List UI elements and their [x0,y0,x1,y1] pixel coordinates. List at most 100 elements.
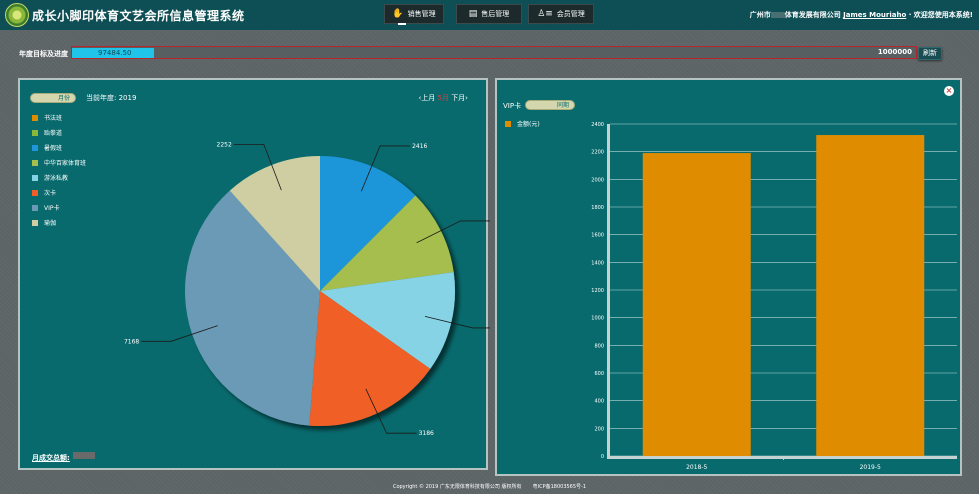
legend-item[interactable]: 中华百家体育班 [32,155,86,170]
pie-slices [184,156,455,426]
legend-label: 书法班 [44,115,63,122]
pie-label-leader [365,388,417,434]
pie-label-leader [233,143,282,191]
legend-item[interactable]: 次卡 [32,185,86,200]
system-title: 成长小脚印体育文艺会所信息管理系统 [32,9,245,23]
copyright-text: Copyright © 2019 广东无限体育科技有限公司 版权所有 [392,484,522,490]
hand-icon: ✋ [392,9,404,19]
same-period-toggle[interactable]: 同期 [525,100,575,110]
pie-label-leader [360,145,411,192]
users-icon: ♙≡ [537,9,553,19]
nav-label: 销售管理 [407,10,436,18]
current-year: 当前年度: 2019 [86,94,137,102]
active-nav-indicator [398,23,406,25]
legend-label: 跆拳道 [44,130,63,137]
pie-slice[interactable] [320,156,416,291]
welcome-text: · 欢迎您使用本系统! [908,11,973,19]
x-axis [607,456,957,459]
bar[interactable] [642,153,751,457]
legend-item[interactable]: 书法班 [32,110,86,125]
legend-label: 次卡 [44,190,57,197]
legend-swatch [505,120,511,127]
month-navigation: ‹上月 5月 下月› [418,93,468,103]
nav-label: 会员管理 [556,10,585,18]
nav-after-sales-management[interactable]: ▤ 售后管理 [456,4,522,24]
nav-member-management[interactable]: ♙≡ 会员管理 [528,4,594,24]
prev-month-link[interactable]: ‹上月 [418,94,436,102]
icp-text: 粤ICP备18003565号-1 [532,484,587,490]
logo-icon [5,3,29,27]
y-tick-label: 1400 [591,260,604,266]
company-name: 广州市 [749,11,771,19]
pie-value-label: 7168 [124,338,139,345]
bar[interactable] [816,135,925,457]
y-axis [607,124,610,456]
pie-slice[interactable] [184,190,320,426]
annual-goal-label: 年度目标及进度 [19,50,68,58]
document-icon: ▤ [468,9,478,19]
bar-chart: 0 200 400 600 800 1000 1200 1400 1600 1800 2000 220… [591,122,957,471]
pie-legend: 书法班跆拳道暑假班中华百家体育班 游泳私教次卡 VIP卡瑜伽 [32,110,86,230]
legend-label: VIP卡 [44,205,60,212]
pie-chart: 241619862322318671682252 [124,141,490,437]
pie-slice[interactable] [320,272,455,369]
bar-legend: 金额(元) [505,119,540,128]
month-total-value [73,452,95,459]
y-tick-label: 1800 [591,205,604,211]
vip-comparison-panel: VIP卡 同期 × 金额(元) 0 200 400 600 800 1000 1200 140… [495,78,962,476]
legend-swatch [32,159,38,166]
y-tick-label: 2000 [591,177,604,183]
pie-slice[interactable] [309,291,431,426]
y-tick-label: 600 [594,371,604,377]
legend-item[interactable]: 游泳私教 [32,170,86,185]
pie-value-label: 3186 [419,430,434,437]
nav-label: 售后管理 [481,10,510,18]
footer: Copyright © 2019 广东无限体育科技有限公司 版权所有 粤ICP备… [0,483,979,490]
x-tick-label: 2018-5 [686,464,707,471]
legend-swatch [32,129,38,136]
legend-label: 暑假班 [44,145,63,152]
next-month-link[interactable]: 下月› [451,94,468,102]
close-icon[interactable]: × [944,86,954,96]
pie-value-label: 2252 [217,141,232,148]
legend-label: 中华百家体育班 [44,160,87,167]
month-toggle[interactable]: 月份 [30,93,76,103]
refresh-button[interactable]: 刷新 [918,47,942,60]
legend-swatch [32,204,38,211]
y-tick-label: 400 [594,399,604,405]
legend-item[interactable]: 暑假班 [32,140,86,155]
month-total-label: 月成交总额: [32,454,70,462]
y-tick-label: 200 [594,426,604,432]
goal-target: 1000000 [877,48,912,56]
toggle-label: 月份 [57,95,70,102]
pie-label-leader [141,325,218,342]
legend-label: 游泳私教 [44,175,69,182]
redacted-block [770,12,785,18]
progress-fill: 97484.50 [72,48,155,58]
legend-label: 金额(元) [517,121,540,128]
pie-slice[interactable] [229,156,320,291]
legend-item[interactable]: 跆拳道 [32,125,86,140]
legend-item[interactable]: VIP卡 [32,200,86,215]
x-tick-label: 2019-5 [860,464,881,471]
pie-slice[interactable] [320,195,454,291]
nav-sales-management[interactable]: ✋ 销售管理 [384,4,444,24]
y-tick-label: 1000 [591,316,604,322]
y-tick-label: 2400 [591,122,604,128]
welcome-bar: 广州市 体育发展有限公司 James Mouriaho · 欢迎您使用本系统! [750,10,973,20]
pie-value-label: 2416 [412,143,427,150]
legend-swatch [32,219,38,226]
legend-swatch [32,189,38,196]
user-link[interactable]: James Mouriaho [843,11,907,19]
pie-label-leader [416,220,490,244]
annual-goal-progress-bar: 97484.50 1000000 [71,46,917,59]
legend-label: 瑜伽 [44,220,57,227]
legend-item[interactable]: 瑜伽 [32,215,86,230]
y-tick-label: 2200 [591,150,604,156]
toggle-label: 同期 [556,102,569,109]
legend-swatch [32,174,38,181]
y-tick-label: 800 [594,343,604,349]
current-month: 5月 [437,94,449,102]
pie-label-leader [424,316,490,329]
legend-swatch [32,114,38,121]
